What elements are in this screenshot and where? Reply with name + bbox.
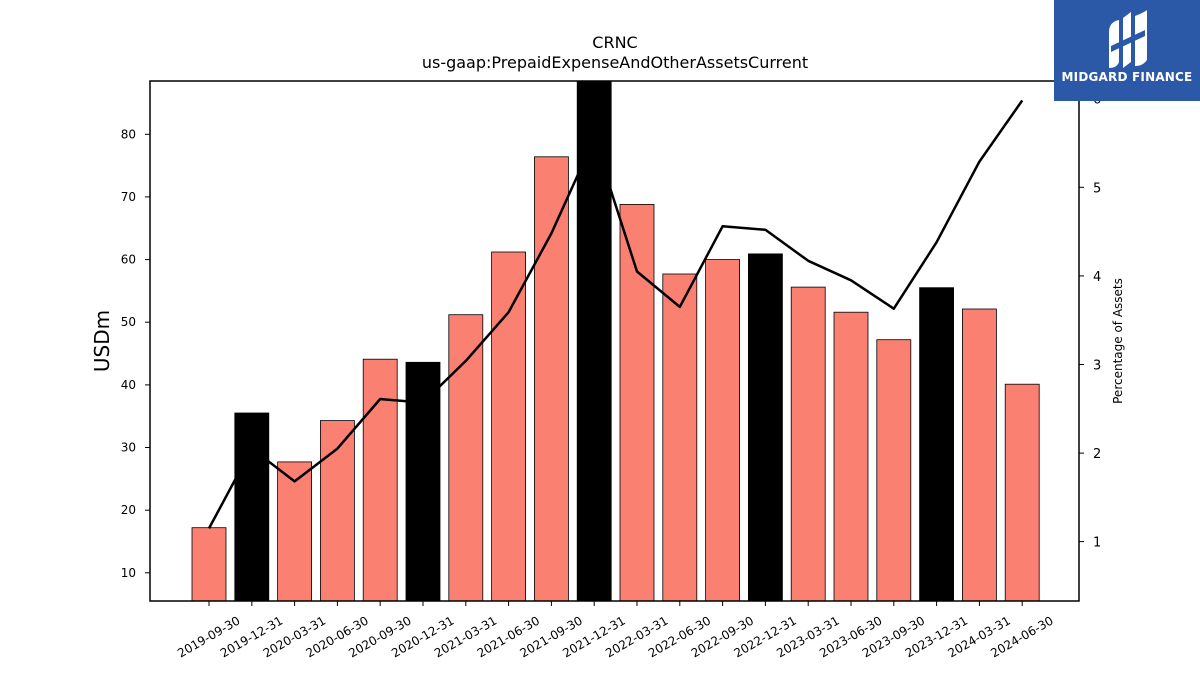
bar-2022-09-30 xyxy=(705,259,740,602)
bar-2023-09-30 xyxy=(876,339,912,602)
y2-tick-label-3: 3 xyxy=(1093,359,1101,374)
chart-subtitle: us-gaap:PrepaidExpenseAndOtherAssetsCurr… xyxy=(422,53,808,72)
bar-2021-06-30 xyxy=(491,251,527,602)
bars xyxy=(191,80,1040,602)
y-tick-label-70: 70 xyxy=(121,190,136,204)
bar-2023-06-30 xyxy=(833,311,869,602)
line-series xyxy=(207,99,1024,529)
bar-2024-03-31 xyxy=(962,308,997,602)
y2-tick-label-1: 1 xyxy=(1093,536,1101,551)
bar-2019-12-31 xyxy=(234,412,270,602)
y-axis: 10 20 30 40 50 60 70 80 xyxy=(121,127,150,580)
bar-2019-09-30 xyxy=(191,527,227,602)
y2-tick-label-2: 2 xyxy=(1093,447,1101,462)
bar-2020-03-31 xyxy=(277,461,313,602)
chart-title: CRNC xyxy=(592,33,637,52)
y-tick-label-40: 40 xyxy=(121,378,136,392)
y-tick-label-20: 20 xyxy=(121,503,136,517)
bar-2020-06-30 xyxy=(319,420,355,602)
bar-2023-03-31 xyxy=(790,286,826,602)
y2-axis-label: Percentage of Assets xyxy=(1111,278,1125,404)
y2-tick-label-5: 5 xyxy=(1093,181,1101,196)
y2-tick-label-4: 4 xyxy=(1093,270,1101,285)
plot-frame xyxy=(149,80,1080,602)
bar-2021-03-31 xyxy=(448,314,484,602)
y-axis-label: USDm xyxy=(90,310,114,372)
y-tick-label-60: 60 xyxy=(121,253,136,267)
bar-2022-03-31 xyxy=(619,203,655,602)
logo-text: MIDGARD FINANCE xyxy=(1061,70,1193,84)
bar-2024-06-30 xyxy=(1004,383,1040,602)
bar-2023-12-31 xyxy=(919,287,954,602)
y-tick-label-80: 80 xyxy=(121,127,136,141)
bar-2022-06-30 xyxy=(662,273,698,602)
logo: MIDGARD FINANCE xyxy=(1054,0,1200,101)
y-tick-label-10: 10 xyxy=(121,566,136,580)
bar-2021-12-31 xyxy=(576,80,612,602)
line-layer xyxy=(207,99,1024,529)
y-tick-label-30: 30 xyxy=(121,441,136,455)
bar-2020-12-31 xyxy=(405,361,441,602)
y-tick-label-50: 50 xyxy=(121,315,136,329)
y2-axis: 123456 xyxy=(1079,93,1101,551)
bar-2021-09-30 xyxy=(534,156,569,602)
bar-2020-09-30 xyxy=(362,358,398,602)
bar-2022-12-31 xyxy=(748,253,783,602)
x-axis: 2019-09-302019-12-312020-03-312020-06-30… xyxy=(175,601,1056,660)
midgard-logo-icon xyxy=(1109,10,1147,68)
